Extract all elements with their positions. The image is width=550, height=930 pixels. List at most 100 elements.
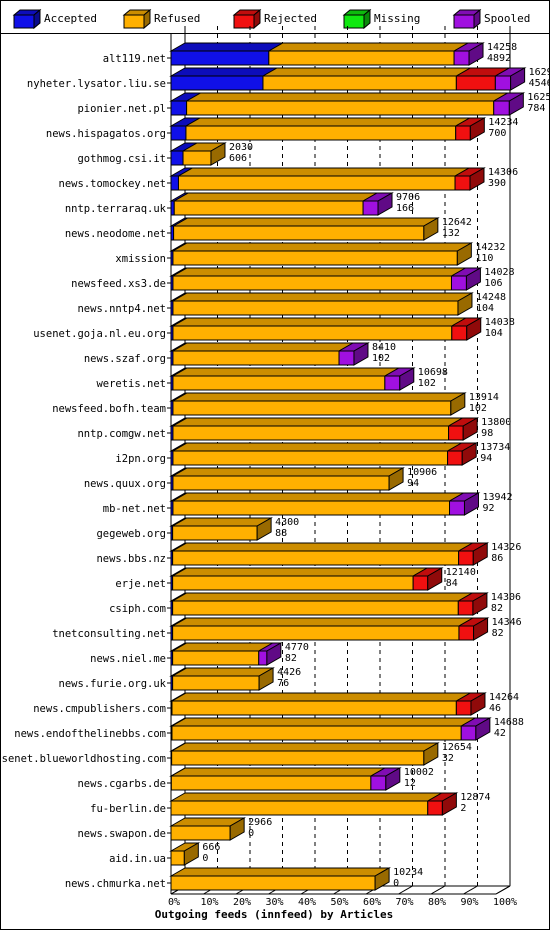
bar-segment-refused	[177, 175, 456, 191]
bar-segment-top-refused	[170, 692, 473, 702]
bar-segment-side-refused	[423, 742, 439, 766]
bar-segment-side-spooled	[508, 92, 524, 116]
total-label: 2030	[229, 142, 253, 153]
bar-segment-spooled	[493, 100, 510, 116]
accepted-label: 106	[484, 278, 502, 289]
total-label: 4426	[277, 667, 301, 678]
accepted-label: 104	[485, 328, 503, 339]
bar-segment-side-rejected	[427, 567, 443, 591]
bar-segment-refused	[171, 700, 457, 716]
bar-segment-refused	[182, 150, 212, 166]
accepted-label: 86	[491, 553, 503, 564]
bar-segment-side-rejected	[469, 167, 485, 191]
category-label: news.cmpublishers.com	[33, 703, 166, 715]
total-label: 14306	[488, 167, 518, 178]
bar-segment-top-refused	[171, 267, 468, 277]
bar-segment-side-spooled	[377, 192, 393, 216]
total-label: 14326	[491, 542, 521, 553]
total-label: 10698	[418, 367, 448, 378]
bar-segment-refused	[172, 450, 449, 466]
bar-segment-side-rejected	[441, 792, 457, 816]
bar-segment-refused	[172, 600, 459, 616]
total-label: 14264	[489, 692, 519, 703]
bar-segment-top-refused	[169, 742, 440, 752]
bar-segment-accepted	[170, 50, 270, 66]
accepted-label: 166	[396, 203, 414, 214]
bar-segment-refused	[172, 375, 386, 391]
category-label: news.quux.org	[84, 478, 166, 490]
bar-segment-top-refused	[171, 367, 401, 377]
bar-segment-side-spooled	[266, 642, 282, 666]
x-tick-label: 70%	[396, 897, 414, 908]
bar-segment-side-rejected	[472, 542, 488, 566]
bar-segment-refused	[262, 75, 457, 91]
bar-segment-refused	[172, 475, 390, 491]
total-label: 2966	[248, 817, 272, 828]
bar-segment-accepted	[170, 150, 184, 166]
bar-segment-side-rejected	[461, 442, 477, 466]
x-tick-label: 0%	[168, 897, 180, 908]
floor-tick	[430, 885, 446, 895]
floor-tick	[463, 885, 478, 895]
bar-segment-top-refused	[184, 117, 472, 127]
bar-segment-refused	[170, 800, 429, 816]
bar-segment-side-refused	[258, 667, 274, 691]
bar-segment-accepted	[170, 175, 179, 191]
swatch-front	[233, 14, 255, 29]
bar-segment-top-refused	[170, 642, 275, 652]
bar-segment-top-refused	[169, 767, 387, 777]
total-label: 13734	[480, 442, 510, 453]
category-label: i2pn.org	[115, 453, 166, 465]
category-label: news.neodome.net	[65, 228, 166, 240]
swatch-front	[453, 14, 475, 29]
bar-segment-top-refused	[171, 467, 405, 477]
category-label: gegeweb.org	[96, 528, 166, 540]
legend-swatch-rejected	[232, 8, 262, 30]
legend-swatch-accepted	[12, 8, 42, 30]
legend-item-rejected: Rejected	[232, 8, 332, 30]
total-label: 14688	[494, 717, 524, 728]
total-label: 12642	[442, 217, 472, 228]
accepted-label: 784	[527, 103, 545, 114]
bar-segment-top-refused	[171, 292, 474, 302]
accepted-label: 0	[393, 878, 399, 889]
legend-label-missing: Missing	[374, 12, 421, 25]
bar-segment-spooled	[384, 375, 401, 391]
bar-segment-refused	[172, 525, 258, 541]
bar-segment-spooled	[460, 725, 477, 741]
category-label: news.niel.me	[90, 653, 166, 665]
bar-segment-top-refused	[266, 42, 470, 52]
bar-segment-refused	[172, 575, 414, 591]
bar-segment-top-refused	[170, 717, 478, 727]
accepted-label: 0	[248, 828, 254, 839]
total-label: 8410	[372, 342, 396, 353]
bar-segment-top-accepted	[169, 67, 279, 77]
accepted-label: 98	[481, 428, 493, 439]
bar-segment-spooled	[338, 350, 355, 366]
bar-segment-refused	[172, 350, 340, 366]
bar-segment-rejected	[412, 575, 429, 591]
category-label: nntp.terraraq.uk	[65, 203, 167, 215]
bar-segment-top-refused	[171, 342, 355, 352]
accepted-label: 4546	[529, 78, 550, 89]
bar-segment-top-refused	[170, 542, 475, 552]
total-label: 10906	[407, 467, 437, 478]
bar-segment-rejected	[458, 625, 475, 641]
legend-item-refused: Refused	[122, 8, 222, 30]
x-tick-label: 90%	[461, 897, 479, 908]
bar-segment-rejected	[447, 450, 463, 466]
total-label: 12874	[460, 792, 490, 803]
legend-label-spooled: Spooled	[484, 12, 531, 25]
bar-segment-top-refused	[170, 567, 430, 577]
category-label: news.szaf.org	[84, 353, 166, 365]
bar-segment-refused	[172, 325, 453, 341]
category-label: newsfeed.bofh.team	[52, 403, 166, 415]
x-tick-label: 50%	[331, 897, 349, 908]
accepted-label: 104	[476, 303, 494, 314]
